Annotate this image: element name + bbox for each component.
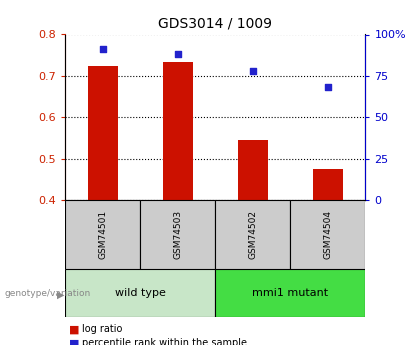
Point	[325, 85, 331, 90]
Text: ■: ■	[69, 325, 80, 334]
Bar	[163, 62, 193, 200]
Text: wild type: wild type	[115, 288, 165, 298]
Bar	[65, 200, 140, 269]
Text: ▶: ▶	[57, 290, 64, 300]
Text: genotype/variation: genotype/variation	[4, 289, 90, 298]
Title: GDS3014 / 1009: GDS3014 / 1009	[158, 17, 272, 31]
Text: GSM74504: GSM74504	[323, 210, 332, 259]
Bar	[140, 200, 215, 269]
Text: GSM74502: GSM74502	[248, 210, 257, 259]
Text: GSM74503: GSM74503	[173, 210, 182, 259]
Bar	[290, 200, 365, 269]
Bar	[215, 200, 290, 269]
Bar	[215, 269, 365, 317]
Bar	[88, 66, 118, 200]
Bar	[313, 169, 343, 200]
Text: log ratio: log ratio	[82, 325, 122, 334]
Bar	[65, 269, 215, 317]
Text: GSM74501: GSM74501	[98, 210, 107, 259]
Point	[99, 47, 106, 52]
Bar	[238, 140, 268, 200]
Text: mmi1 mutant: mmi1 mutant	[252, 288, 328, 298]
Text: ■: ■	[69, 338, 80, 345]
Text: percentile rank within the sample: percentile rank within the sample	[82, 338, 247, 345]
Point	[174, 52, 181, 57]
Point	[249, 68, 256, 74]
